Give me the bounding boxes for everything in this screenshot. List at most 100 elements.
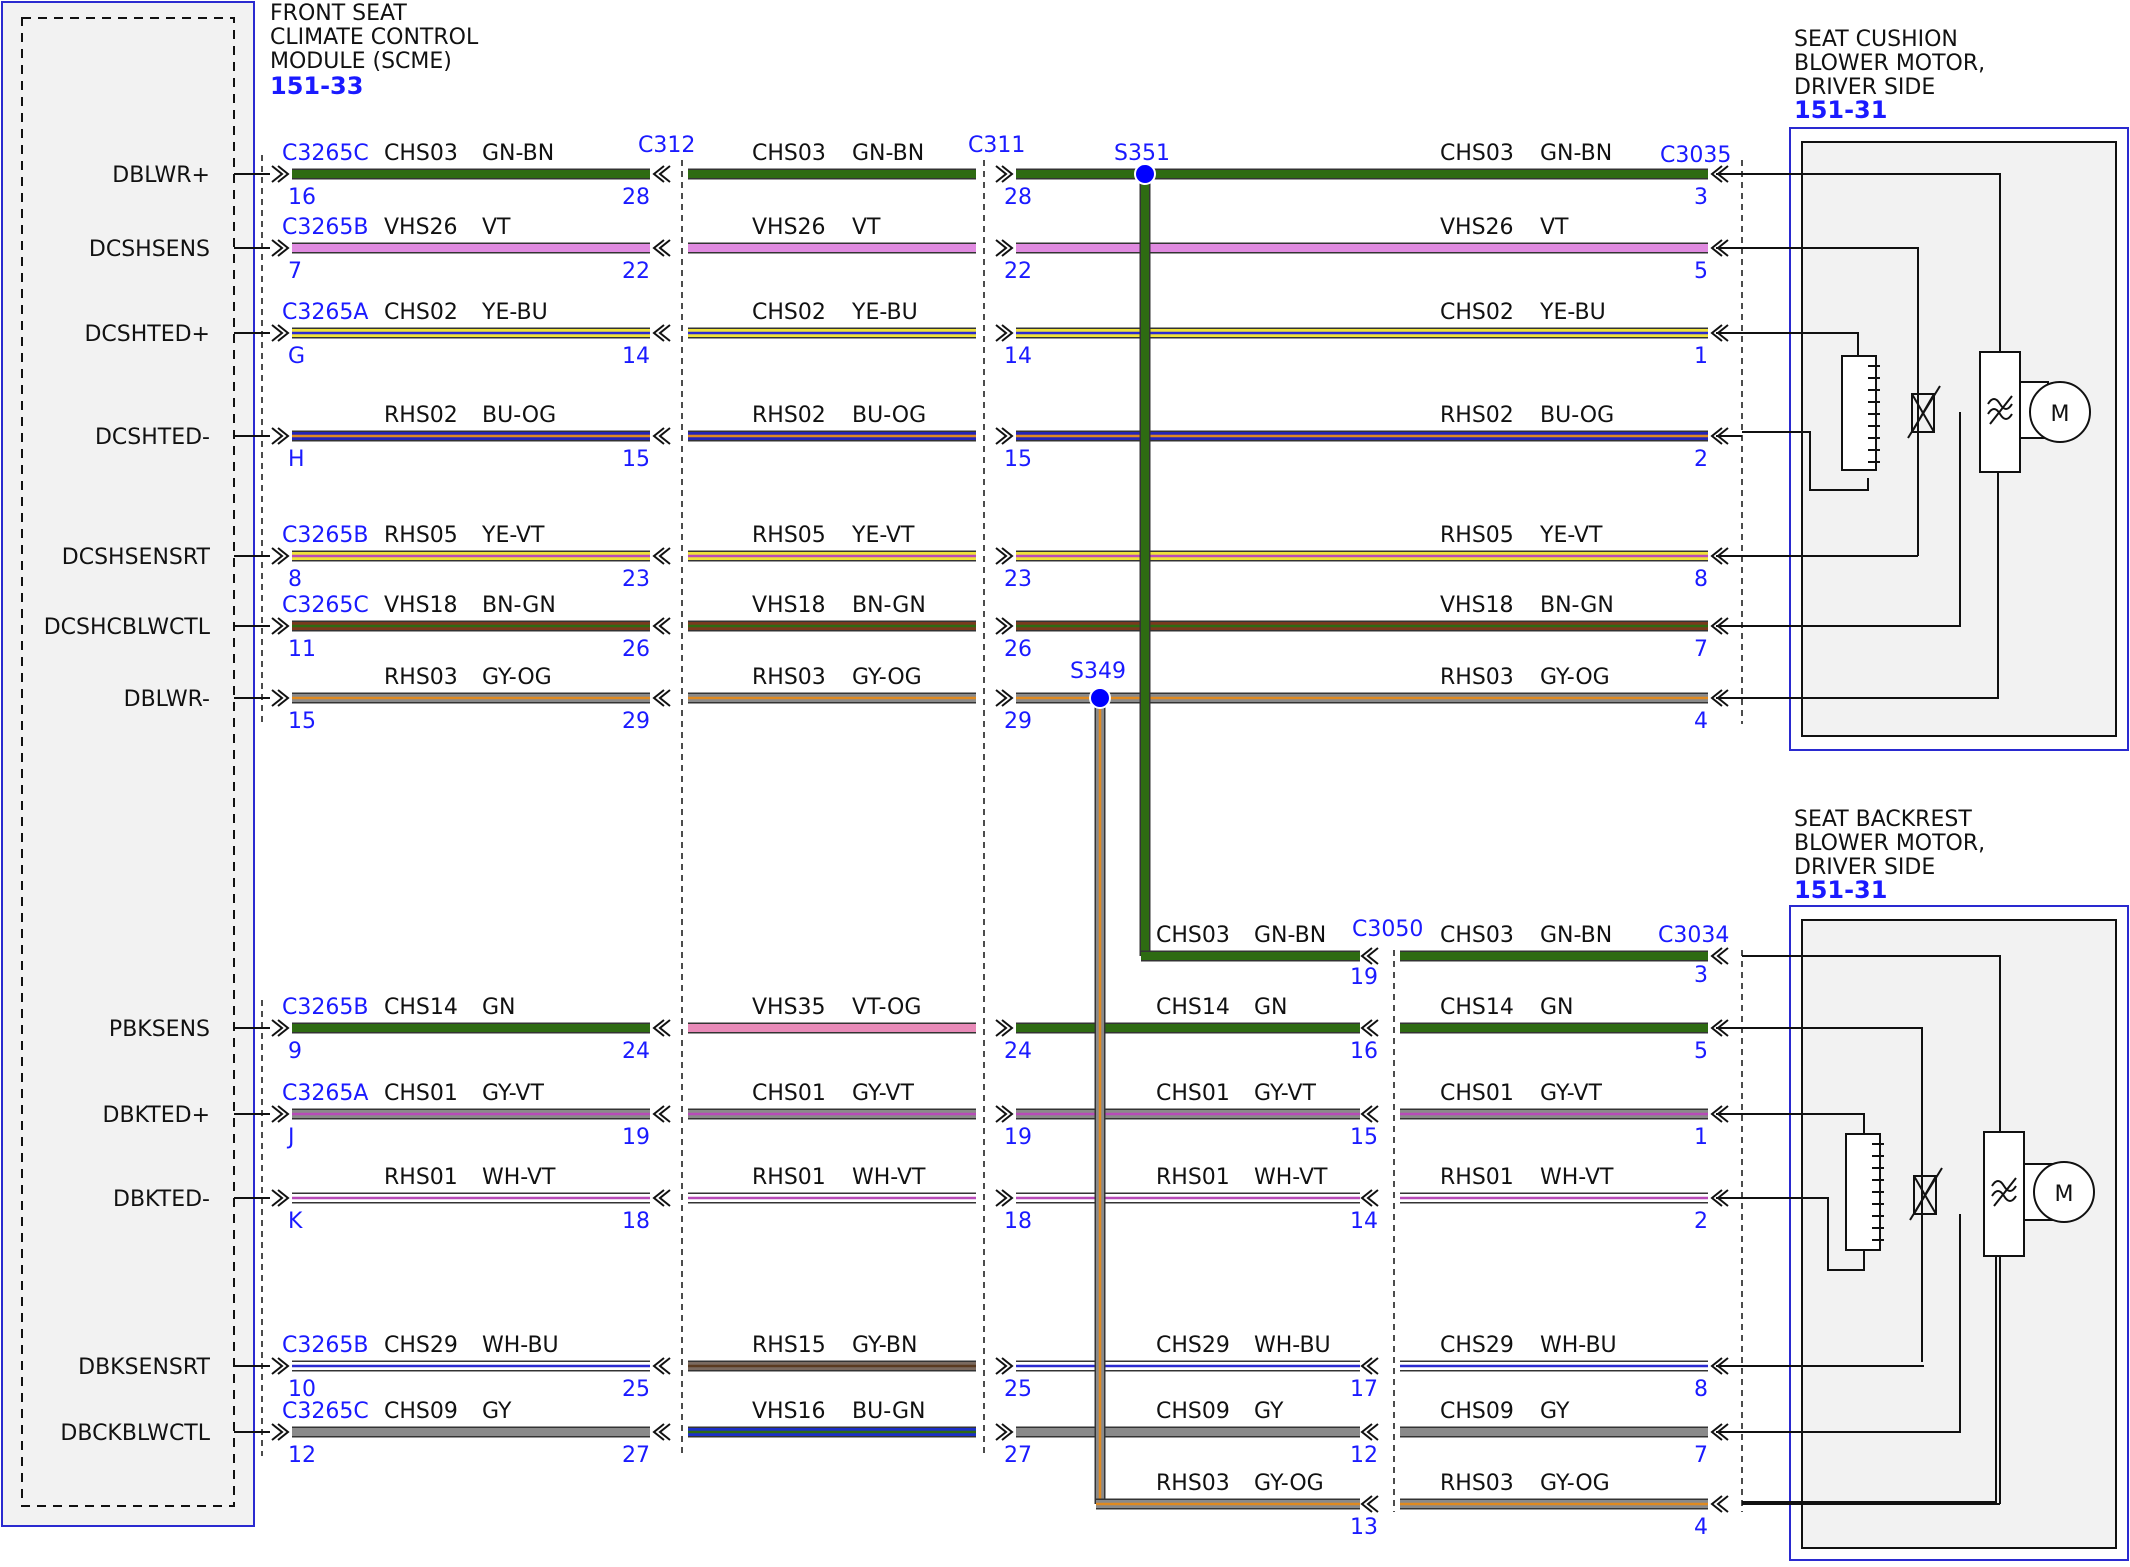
- row-9-pin-name: DBKTED+: [103, 1103, 210, 1128]
- row-4-arrow-c311-right: [995, 427, 1014, 445]
- row-5-scme-pin: 8: [288, 567, 302, 592]
- row-1-s2-color: GN-BN: [852, 141, 924, 166]
- row-10-s4-color: WH-VT: [1540, 1165, 1614, 1190]
- row-1-arrow-end: [1710, 165, 1729, 183]
- row-2-s2-circuit: VHS26: [752, 215, 826, 240]
- row-11-arrow-scme: [271, 1357, 290, 1375]
- row-12-arrow-c3050-left: [1360, 1423, 1379, 1441]
- branch-s351-arrow-end: [1710, 947, 1729, 965]
- row-11-s2-color: GY-BN: [852, 1333, 917, 1358]
- connector-label-c3035: C3035: [1660, 143, 1731, 168]
- row-4-s2-color: BU-OG: [852, 403, 926, 428]
- row-3-connector-id: C3265A: [282, 300, 368, 325]
- row-10-s4-circuit: RHS01: [1440, 1165, 1514, 1190]
- row-10-c3050-pin: 14: [1350, 1209, 1378, 1234]
- branch-s349-s3-circuit: RHS03: [1156, 1471, 1230, 1496]
- row-8-s2-circuit: VHS35: [752, 995, 826, 1020]
- row-9-arrow-c311-right: [995, 1105, 1014, 1123]
- row-2-arrow-c311-right: [995, 239, 1014, 257]
- row-1-s1-color: GN-BN: [482, 141, 554, 166]
- row-11-arrow-c311-right: [995, 1357, 1014, 1375]
- backrest-internal-wiring: [1742, 955, 2001, 1505]
- splice-s349-dot: [1089, 687, 1111, 709]
- row-2-end-pin: 5: [1694, 259, 1708, 284]
- row-8-s4-circuit: CHS14: [1440, 995, 1514, 1020]
- row-9-s2-circuit: CHS01: [752, 1081, 826, 1106]
- row-5-s3-color: YE-VT: [1539, 523, 1603, 548]
- row-11-s3-circuit: CHS29: [1156, 1333, 1230, 1358]
- row-4-arrow-c312-left: [652, 427, 671, 445]
- row-4-c311-pin: 15: [1004, 447, 1032, 472]
- row-12-arrow-c311-right: [995, 1423, 1014, 1441]
- row-6-scme-pin: 11: [288, 637, 316, 662]
- row-2-s3-color: VT: [1540, 215, 1569, 240]
- row-3-scme-pin: G: [288, 344, 305, 369]
- branch-s349-arrow-end: [1710, 1495, 1729, 1513]
- branch-s351-s3-circuit: CHS03: [1156, 923, 1230, 948]
- row-4-s1-color: BU-OG: [482, 403, 556, 428]
- scme-body: [1, 1, 255, 1527]
- row-5-s3-circuit: RHS05: [1440, 523, 1514, 548]
- row-9-arrow-end: [1710, 1105, 1729, 1123]
- row-11-s1-color: WH-BU: [482, 1333, 559, 1358]
- row-3-arrow-c312-left: [652, 324, 671, 342]
- row-9-connector-id: C3265A: [282, 1081, 368, 1106]
- row-9-s3-color: GY-VT: [1254, 1081, 1316, 1106]
- row-11-arrow-c312-left: [652, 1357, 671, 1375]
- row-10-scme-pin: K: [288, 1209, 303, 1234]
- row-4-arrow-scme: [271, 427, 290, 445]
- row-8-c312-pin: 24: [622, 1039, 650, 1064]
- row-5-arrow-scme: [271, 547, 290, 565]
- connector-label-c3034: C3034: [1658, 923, 1729, 948]
- row-3-pin-name: DCSHTED+: [84, 322, 210, 347]
- backrest-motor-icon: M: [2023, 1161, 2095, 1223]
- row-6-arrow-end: [1710, 617, 1729, 635]
- row-9-end-pin: 1: [1694, 1125, 1708, 1150]
- row-12-s3-color: GY: [1254, 1399, 1284, 1424]
- row-1-s3-color: GN-BN: [1540, 141, 1612, 166]
- splice-s351-dot: [1134, 163, 1156, 185]
- row-5-s2-color: YE-VT: [851, 523, 915, 548]
- backrest-thermistor-icon: [1909, 1167, 1943, 1221]
- row-11-s3-color: WH-BU: [1254, 1333, 1331, 1358]
- row-6-s1-color: BN-GN: [482, 593, 556, 618]
- row-6-end-pin: 7: [1694, 637, 1708, 662]
- cushion-motor-label: M: [2051, 402, 2070, 427]
- row-11-c312-pin: 25: [622, 1377, 650, 1402]
- cushion-title-2: BLOWER MOTOR,: [1794, 51, 1985, 76]
- row-7-s3-color: GY-OG: [1540, 665, 1610, 690]
- backrest-title-3: DRIVER SIDE: [1794, 855, 1935, 880]
- branch-s349-s3-color: GY-OG: [1254, 1471, 1324, 1496]
- row-7-s1-color: GY-OG: [482, 665, 552, 690]
- row-7-s1-circuit: RHS03: [384, 665, 458, 690]
- row-2-s3-circuit: VHS26: [1440, 215, 1514, 240]
- row-2-s1-color: VT: [482, 215, 511, 240]
- row-3-s3-circuit: CHS02: [1440, 300, 1514, 325]
- row-5-pin-name: DCSHSENSRT: [62, 545, 211, 570]
- row-5-arrow-c312-left: [652, 547, 671, 565]
- row-10-arrow-c3050-left: [1360, 1189, 1379, 1207]
- row-8-arrow-end: [1710, 1019, 1729, 1037]
- connector-label-c312: C312: [638, 133, 695, 158]
- row-9-c3050-pin: 15: [1350, 1125, 1378, 1150]
- row-11-arrow-c3050-left: [1360, 1357, 1379, 1375]
- row-1-scme-pin: 16: [288, 185, 316, 210]
- scme-module: FRONT SEAT CLIMATE CONTROL MODULE (SCME)…: [1, 1, 479, 1527]
- row-4-c312-pin: 15: [622, 447, 650, 472]
- row-2-connector-id: C3265B: [282, 215, 368, 240]
- row-6-arrow-scme: [271, 617, 290, 635]
- row-11-end-pin: 8: [1694, 1377, 1708, 1402]
- row-2-pin-name: DCSHSENS: [89, 237, 210, 262]
- row-11-s2-circuit: RHS15: [752, 1333, 826, 1358]
- row-2-arrow-scme: [271, 239, 290, 257]
- branch-s351-s4-color: GN-BN: [1540, 923, 1612, 948]
- row-10-s2-circuit: RHS01: [752, 1165, 826, 1190]
- row-12-s1-color: GY: [482, 1399, 512, 1424]
- row-12-c311-pin: 27: [1004, 1443, 1032, 1468]
- row-12-s1-circuit: CHS09: [384, 1399, 458, 1424]
- row-7-s3-circuit: RHS03: [1440, 665, 1514, 690]
- row-12-s4-circuit: CHS09: [1440, 1399, 1514, 1424]
- row-10-end-pin: 2: [1694, 1209, 1708, 1234]
- branch-s351-end-pin: 3: [1694, 963, 1708, 988]
- scme-inner-outline: [21, 17, 235, 1507]
